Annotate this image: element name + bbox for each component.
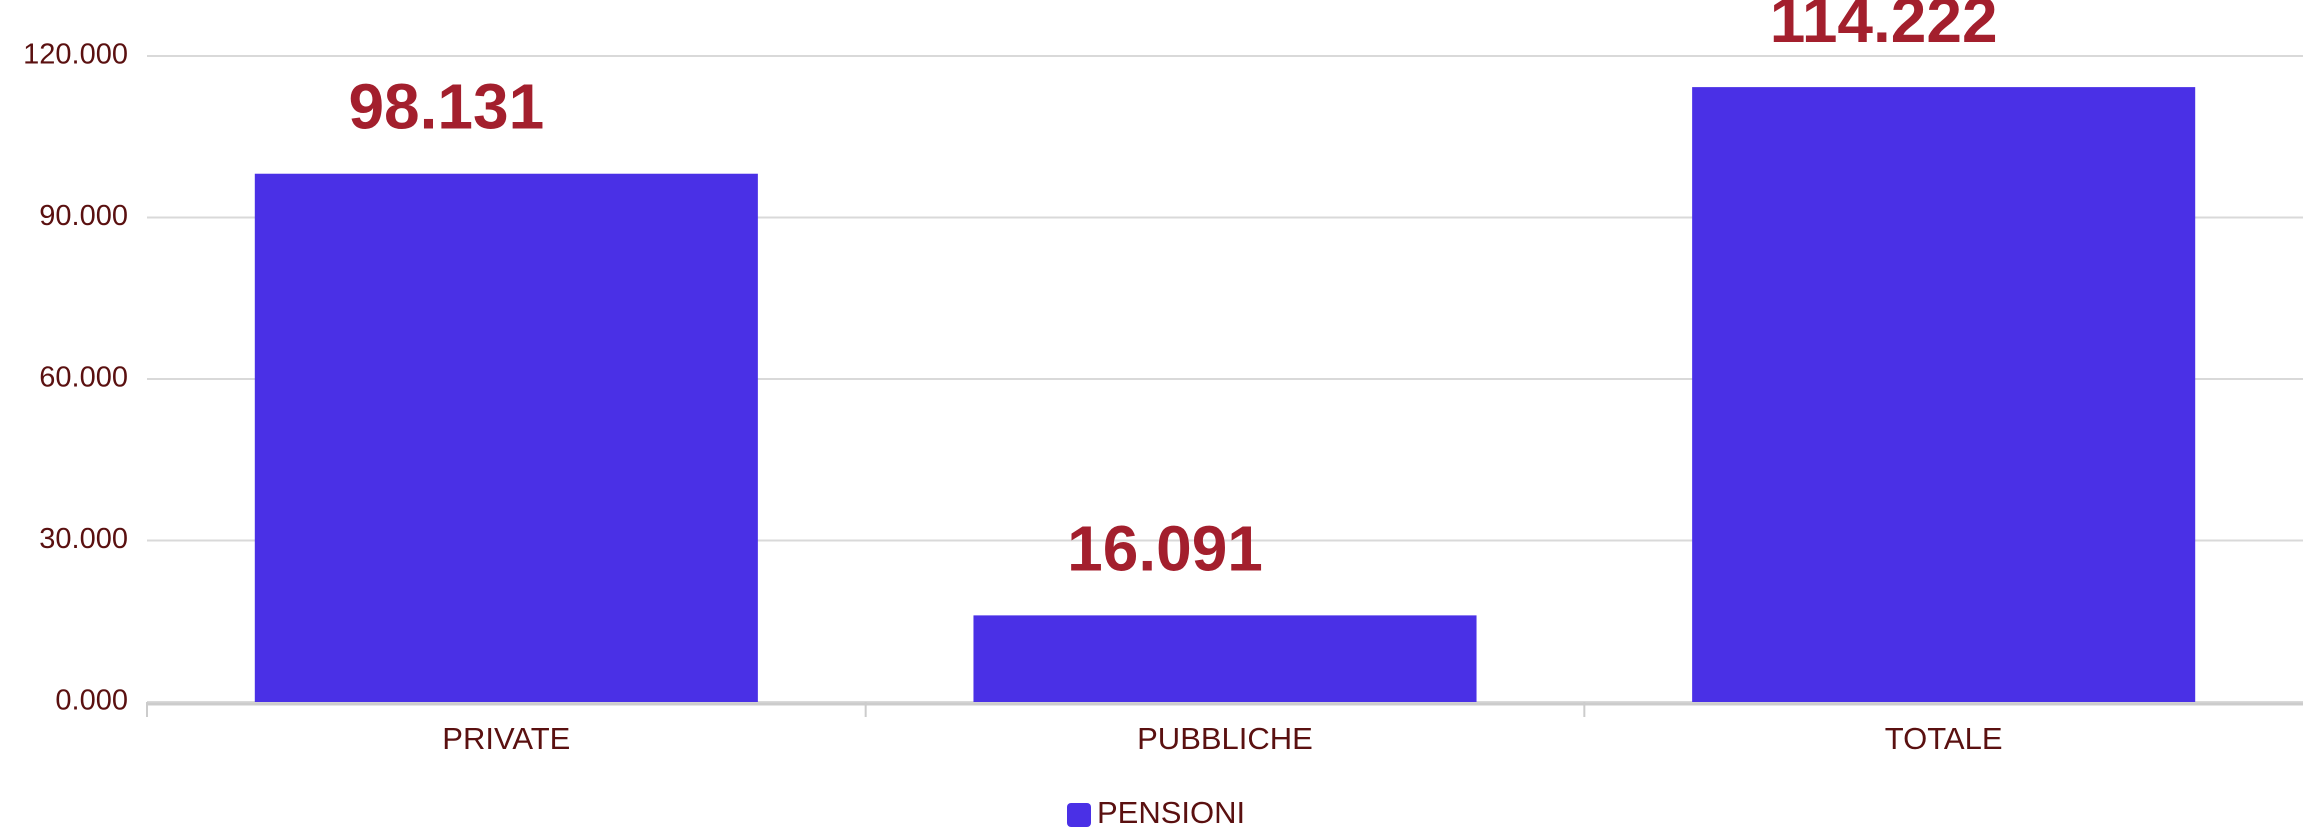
bar [254,173,758,702]
bar [973,615,1477,702]
x-tick-label: TOTALE [1885,721,2003,756]
y-tick-label: 30.000 [39,523,128,555]
y-tick-label: 0.000 [55,685,128,717]
legend-label: PENSIONI [1097,795,1245,828]
value-label: 98.131 [348,71,544,143]
legend-swatch [1067,803,1091,827]
value-label: 114.222 [1770,0,1998,56]
value-label: 16.091 [1067,512,1263,584]
x-tick-label: PUBBLICHE [1137,721,1313,756]
bar [1692,87,2196,702]
x-tick-label: PRIVATE [442,721,570,756]
y-tick-label: 90.000 [39,200,128,232]
y-tick-label: 60.000 [39,362,128,394]
y-tick-label: 120.000 [23,39,128,71]
